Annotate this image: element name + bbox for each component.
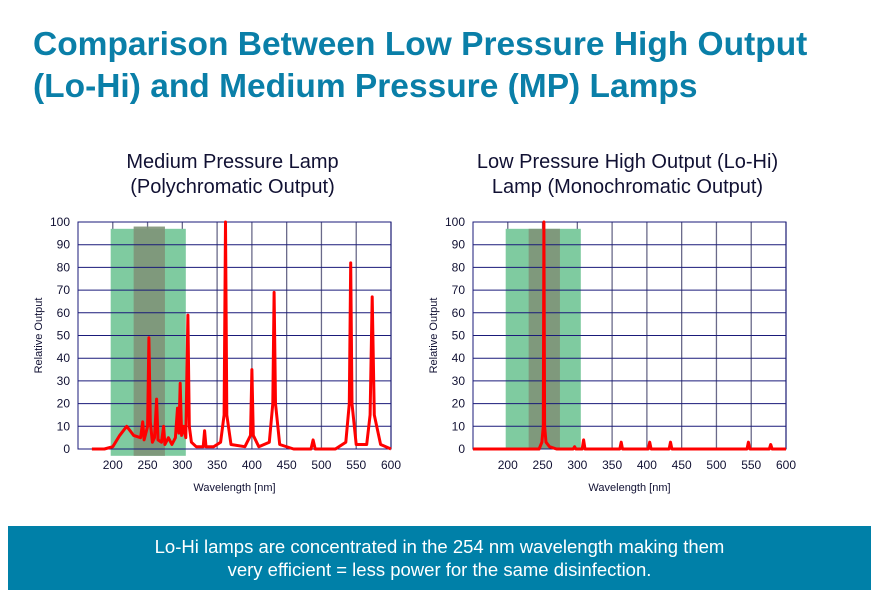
y-tick-label: 100 (445, 215, 465, 229)
y-tick-label: 70 (452, 283, 466, 297)
y-tick-label: 40 (57, 351, 71, 365)
spectrum-line (473, 220, 786, 451)
y-tick-label: 10 (57, 419, 71, 433)
x-tick-label: 550 (741, 458, 761, 472)
page-title: Comparison Between Low Pressure High Out… (33, 24, 807, 108)
x-tick-label: 200 (498, 458, 518, 472)
x-tick-label: 300 (172, 458, 192, 472)
x-tick-label: 450 (277, 458, 297, 472)
x-tick-label: 600 (776, 458, 796, 472)
y-tick-label: 20 (57, 397, 71, 411)
y-tick-label: 0 (63, 442, 70, 456)
x-tick-label: 400 (637, 458, 657, 472)
y-tick-label: 80 (452, 260, 466, 274)
y-tick-label: 60 (452, 306, 466, 320)
y-tick-label: 30 (452, 374, 466, 388)
x-tick-label: 600 (381, 458, 401, 472)
y-tick-label: 80 (57, 260, 71, 274)
y-tick-label: 60 (57, 306, 71, 320)
y-tick-label: 90 (452, 238, 466, 252)
y-tick-label: 70 (57, 283, 71, 297)
summary-banner: Lo-Hi lamps are concentrated in the 254 … (8, 526, 871, 590)
x-tick-label: 250 (138, 458, 158, 472)
title-line-1: Comparison Between Low Pressure High Out… (33, 26, 808, 63)
x-tick-label: 350 (602, 458, 622, 472)
y-axis-label: Relative Output (33, 298, 45, 374)
y-tick-label: 50 (452, 329, 466, 343)
title-line-2: (Lo-Hi) and Medium Pressure (MP) Lamps (33, 68, 698, 105)
y-tick-label: 40 (452, 351, 466, 365)
x-axis-label: Wavelength [nm] (193, 482, 275, 494)
mp-chart-title: Medium Pressure Lamp (Polychromatic Outp… (126, 151, 339, 198)
x-tick-label: 400 (242, 458, 262, 472)
x-axis-label: Wavelength [nm] (588, 482, 670, 494)
x-tick-label: 300 (567, 458, 587, 472)
x-tick-label: 200 (103, 458, 123, 472)
plot-border (77, 221, 392, 450)
x-tick-label: 350 (207, 458, 227, 472)
y-tick-label: 20 (452, 397, 466, 411)
y-tick-label: 90 (57, 238, 71, 252)
summary-line-1: Lo-Hi lamps are concentrated in the 254 … (154, 536, 725, 557)
lohi-spectrum-chart: 0 10 20 30 40 50 60 70 80 90 100 200 250 300 350 400 450… (428, 215, 796, 494)
y-axis-label: Relative Output (428, 298, 440, 374)
x-tick-label: 550 (346, 458, 366, 472)
y-tick-label: 50 (57, 329, 71, 343)
x-tick-label: 500 (706, 458, 726, 472)
x-tick-label: 500 (311, 458, 331, 472)
summary-line-2: very efficient = less power for the same… (227, 559, 652, 580)
mp-spectrum-chart: 0 10 20 30 40 50 60 70 80 90 100 200 250 300 350 400 450… (33, 215, 401, 494)
y-tick-label: 0 (458, 442, 465, 456)
y-tick-label: 100 (50, 215, 70, 229)
y-tick-label: 30 (57, 374, 71, 388)
x-tick-label: 250 (533, 458, 553, 472)
lohi-chart-title: Low Pressure High Output (Lo-Hi) Lamp (M… (476, 151, 779, 198)
x-tick-label: 450 (672, 458, 692, 472)
y-tick-label: 10 (452, 419, 466, 433)
spectrum-line (91, 220, 392, 451)
